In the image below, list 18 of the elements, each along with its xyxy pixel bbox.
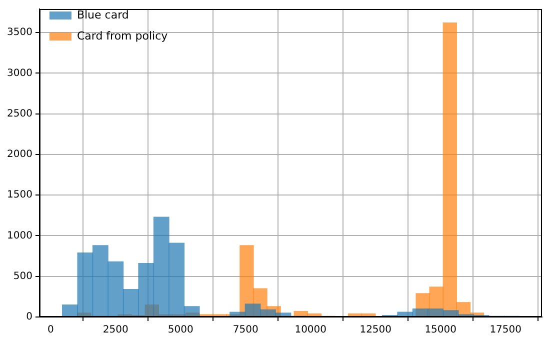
y-tick-label: 0 [26, 312, 32, 323]
x-tick-label: 12500 [360, 324, 392, 336]
y-tick-label: 2000 [6, 149, 32, 160]
x-tick-label: 5000 [168, 324, 194, 336]
x-tick-label: 17500 [490, 324, 522, 336]
x-tick-label: 15000 [424, 324, 457, 336]
x-tick-label: 10000 [294, 324, 327, 336]
legend-label: Card from policy [76, 29, 168, 42]
y-tick-label: 3500 [6, 27, 32, 38]
y-tick-label: 3000 [6, 68, 32, 79]
y-tick-label: 1000 [6, 230, 32, 242]
y-tick-label: 1500 [6, 190, 32, 201]
y-tick-label: 500 [13, 270, 32, 282]
y-tick-label: 2500 [6, 108, 32, 120]
legend-label: Blue card [76, 8, 129, 22]
x-tick-label: 7500 [232, 324, 258, 336]
x-tick-label: 2500 [102, 324, 128, 336]
x-tick-label: 0 [47, 324, 54, 336]
